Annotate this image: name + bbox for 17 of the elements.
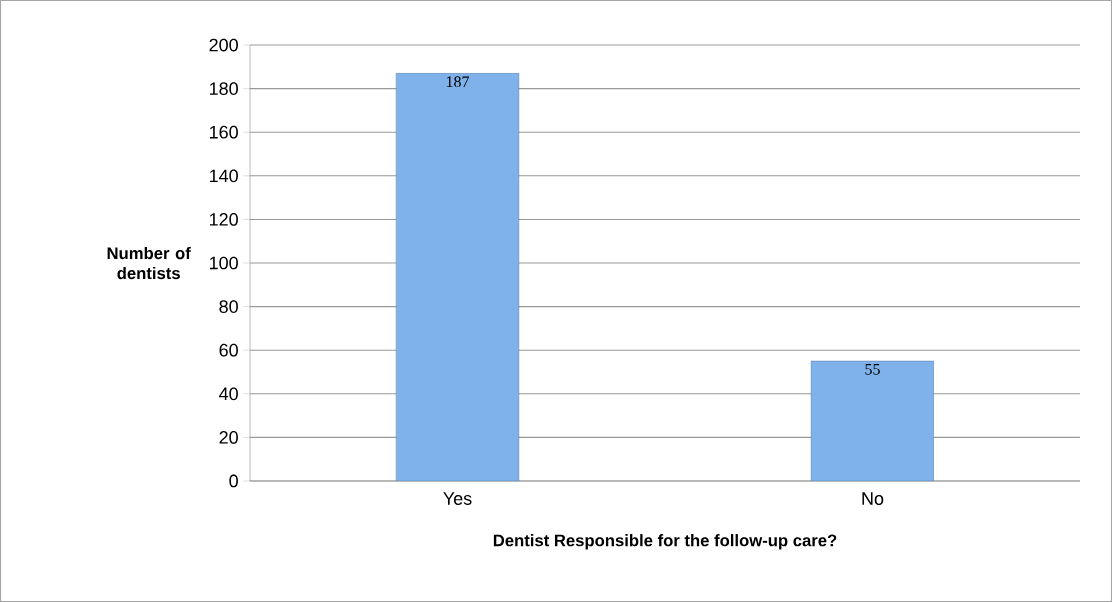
y-tick-label: 20: [219, 431, 238, 444]
y-tick-label: 0: [229, 474, 238, 488]
data-label: 55: [865, 364, 880, 375]
y-tick-label: 80: [219, 300, 238, 313]
y-tick-label: 180: [210, 82, 238, 95]
x-tick-label: Yes: [443, 492, 472, 505]
y-axis-title: Number of dentists: [107, 246, 191, 280]
y-tick-label: 120: [210, 213, 238, 226]
y-tick-label: 200: [209, 38, 238, 52]
y-tick-label: 60: [219, 343, 238, 357]
x-axis-title: Dentist Responsible for the follow-up care?: [493, 534, 837, 550]
y-tick-label: 100: [210, 256, 238, 270]
x-tick-label: No: [862, 492, 884, 505]
y-tick-label: 140: [210, 169, 238, 183]
y-tick-label: 40: [219, 387, 238, 401]
data-label: 187: [446, 76, 470, 88]
y-tick-label: 160: [210, 125, 238, 139]
